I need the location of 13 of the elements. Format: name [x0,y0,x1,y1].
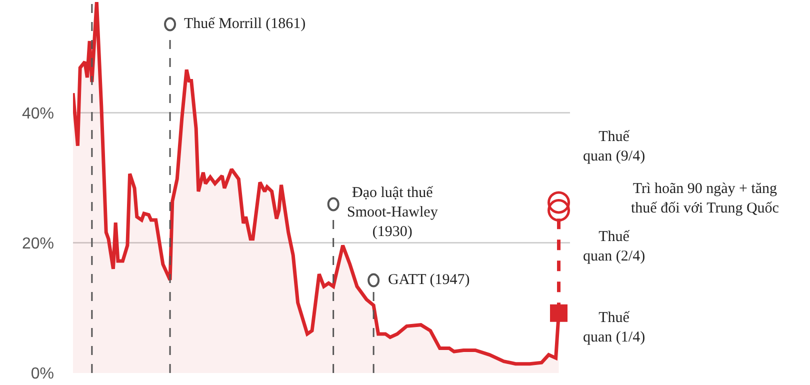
ref-line-label: GATT (1947) [388,272,470,288]
point [548,191,570,214]
y-tick-label: 0% [30,366,54,383]
text: Thuế quan (2/4) [583,229,646,264]
ref-line-label: Đạo luật thuế Smoot-Hawley (1930) [347,185,438,240]
point [548,199,570,222]
point [550,304,568,322]
text: Thuế quan (1/4) [583,310,646,346]
ref-line-label: Thuế Morrill (1861) [184,16,306,32]
y-tick-label: 20% [22,235,54,252]
y-tick-label: 40% [22,105,54,122]
text: Thuế quan (9/4) [583,129,646,164]
text: Trì hoãn 90 ngày + tăng thuế đối với Trung Quốc [631,181,780,216]
